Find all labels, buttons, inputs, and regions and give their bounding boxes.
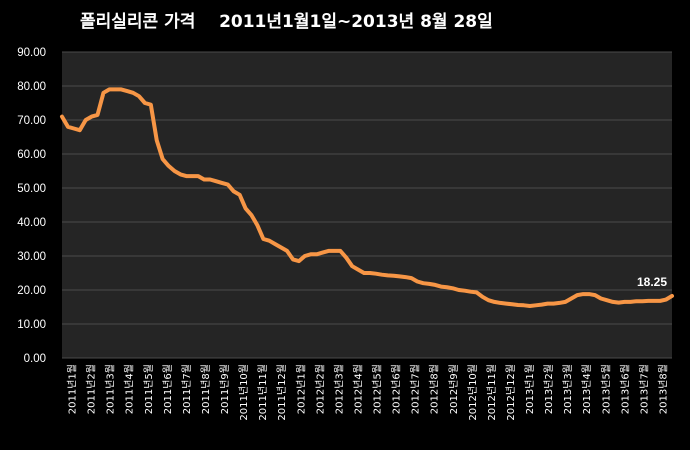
y-tick-label: 80.00 [17,81,46,93]
x-tick-label: 2013년6월 [619,364,631,414]
x-axis-ticks: 2011년1월 2011년2월 2011년3월 2011년4월 2011년5월 2011년… [67,364,670,421]
x-tick-label: 2011년9월 [219,364,231,414]
x-tick-label: 2013년7월 [638,364,650,414]
chart-title: 폴리실리콘 가격 2011년1월1일~2013년 8월 28일 [80,12,493,32]
series-line [60,87,674,308]
x-tick-label: 2011년12월 [276,364,288,421]
x-tick-label: 2011년10월 [238,364,250,421]
plot-area [62,52,672,358]
x-tick-label: 2013년8월 [657,364,669,414]
x-tick-label: 2012년8월 [429,364,441,414]
x-tick-label: 2012년1월 [295,364,307,414]
x-tick-label: 2012년5월 [372,364,384,414]
y-axis-ticks: 0.00 10.00 20.00 30.00 40.00 50.00 60.00 70.00 8… [17,47,46,365]
x-tick-label: 2012년3월 [333,364,345,414]
x-tick-label: 2013년4월 [581,364,593,414]
x-tick-label: 2012년11월 [486,364,498,421]
y-tick-label: 60.00 [17,149,46,161]
y-tick-label: 30.00 [17,251,46,263]
x-tick-label: 2012년2월 [314,364,326,414]
x-tick-label: 2012년7월 [410,364,422,414]
x-tick-label: 2011년2월 [86,364,98,414]
y-tick-label: 90.00 [17,47,46,59]
x-tick-label: 2011년11월 [257,364,269,421]
x-tick-label: 2011년4월 [124,364,136,414]
y-tick-label: 40.00 [17,217,46,229]
gridlines [62,51,672,359]
x-tick-label: 2013년3월 [562,364,574,414]
x-tick-label: 2011년7월 [181,364,193,414]
x-tick-label: 2011년3월 [105,364,117,414]
x-tick-label: 2013년2월 [543,364,555,414]
y-tick-label: 70.00 [17,115,46,127]
x-tick-label: 2011년8월 [200,364,212,414]
x-tick-label: 2011년1월 [67,364,79,414]
x-tick-label: 2012년12월 [505,364,517,421]
x-tick-label: 2012년6월 [391,364,403,414]
x-tick-label: 2011년5월 [143,364,155,414]
last-value-annotation: 18.25 [637,275,667,289]
x-tick-label: 2012년10월 [467,364,479,421]
y-tick-label: 50.00 [17,183,46,195]
y-tick-label: 0.00 [24,353,46,365]
x-tick-label: 2013년1월 [524,364,536,414]
x-tick-label: 2012년9월 [448,364,460,414]
y-tick-label: 20.00 [17,285,46,297]
x-tick-label: 2013년5월 [600,364,612,414]
y-tick-label: 10.00 [17,319,46,331]
x-tick-label: 2011년6월 [162,364,174,414]
x-tick-label: 2012년4월 [352,364,364,414]
